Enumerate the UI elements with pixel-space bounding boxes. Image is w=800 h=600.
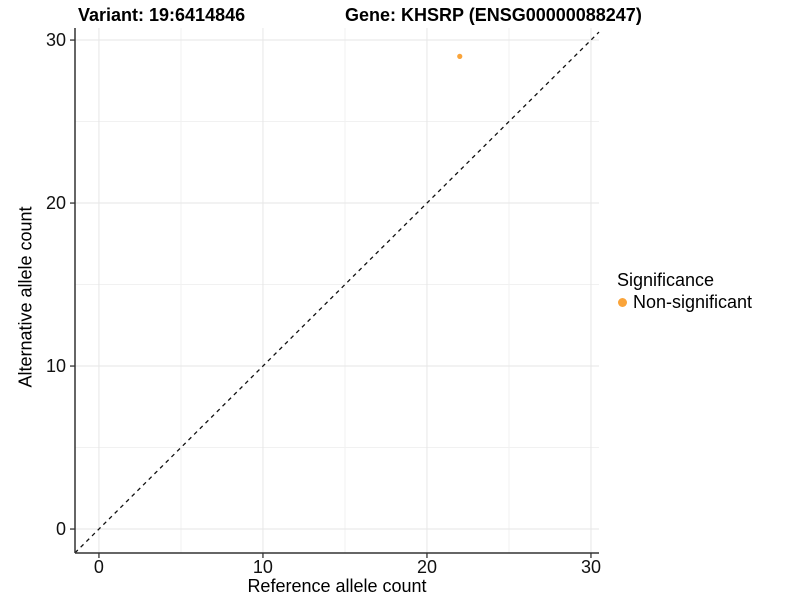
legend-title: Significance <box>617 270 715 290</box>
plot-title-gene: Gene: KHSRP (ENSG00000088247) <box>345 5 642 25</box>
data-point <box>457 53 463 59</box>
legend: Significance Non-significant <box>617 270 752 313</box>
y-axis-title: Alternative allele count <box>15 206 36 388</box>
y-tick-label: 10 <box>45 356 66 377</box>
plot-title-variant: Variant: 19:6414846 <box>78 5 246 25</box>
x-tick-label: 10 <box>252 557 273 577</box>
identity-line <box>74 31 600 554</box>
y-tick-label: 30 <box>45 30 66 51</box>
x-axis-title: Reference allele count <box>247 576 427 596</box>
legend-point-icon <box>618 298 627 307</box>
legend-entry-label: Non-significant <box>633 292 753 312</box>
x-tick-label: 30 <box>580 557 601 577</box>
x-tick-label: 0 <box>93 557 104 577</box>
x-tick-label: 20 <box>416 557 437 577</box>
legend-entry: Non-significant <box>617 292 752 313</box>
y-tick-label: 0 <box>55 519 66 540</box>
y-tick-label: 20 <box>45 193 66 214</box>
